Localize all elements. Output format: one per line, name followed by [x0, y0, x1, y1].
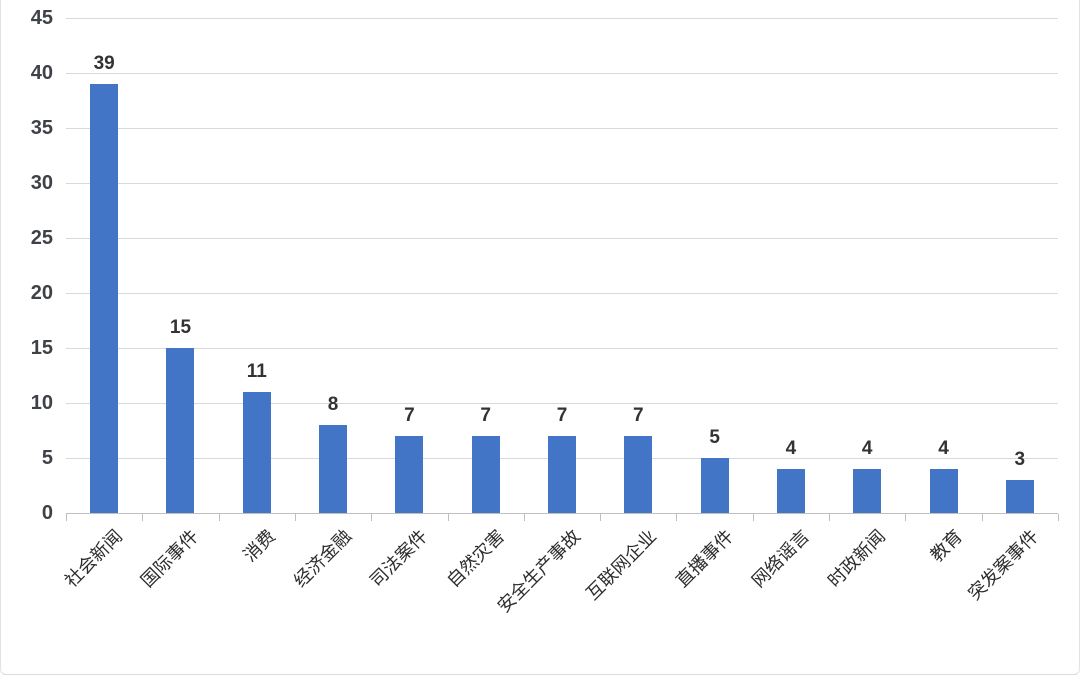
- x-axis-tick: [142, 514, 144, 521]
- bar: [1005, 480, 1034, 513]
- x-axis-tick: [829, 514, 831, 521]
- bar: [166, 348, 195, 513]
- x-axis-category-label: 司法案件: [366, 526, 432, 592]
- x-axis-category-label: 突发案事件: [964, 526, 1043, 604]
- x-axis-category-label: 社会新闻: [61, 526, 127, 592]
- bar: [853, 469, 882, 513]
- bar: [90, 84, 119, 513]
- bar: [548, 436, 576, 513]
- bar-value-label: 11: [246, 361, 267, 382]
- gridline: [66, 182, 1058, 184]
- gridline: [66, 17, 1058, 19]
- y-axis-tick-label: 10: [30, 392, 53, 414]
- bar: [395, 436, 424, 513]
- bar-value-label: 4: [861, 438, 873, 459]
- gridline: [66, 127, 1058, 129]
- x-axis-tick: [752, 514, 754, 521]
- bar-value-label: 39: [93, 53, 115, 74]
- x-axis-tick: [676, 514, 678, 521]
- bar: [624, 436, 653, 513]
- y-axis-tick-label: 30: [30, 172, 53, 194]
- x-axis-line: [66, 513, 1058, 514]
- x-axis-tick: [523, 514, 525, 521]
- x-axis-category-label: 国际事件: [137, 526, 203, 592]
- bar-value-label: 7: [633, 405, 644, 426]
- bar: [319, 425, 348, 513]
- y-axis-tick-label: 5: [41, 447, 53, 469]
- y-axis-tick-label: 40: [30, 62, 53, 84]
- gridline: [66, 237, 1058, 239]
- x-axis-category-label: 时政新闻: [824, 526, 890, 592]
- x-axis-tick: [218, 514, 220, 521]
- gridline: [66, 402, 1058, 404]
- x-axis-category-label: 直播事件: [671, 526, 737, 592]
- x-axis-tick: [981, 514, 983, 521]
- gridline: [66, 72, 1058, 74]
- x-axis-tick: [447, 514, 449, 521]
- bar: [700, 458, 729, 513]
- x-axis-tick: [1058, 514, 1059, 521]
- bar: [471, 436, 500, 513]
- bar-value-label: 4: [938, 438, 949, 459]
- x-axis-category-label: 网络谣言: [748, 526, 814, 592]
- x-axis-tick: [600, 514, 602, 521]
- x-axis-category-label: 消费: [239, 526, 279, 566]
- y-axis-tick-label: 20: [30, 282, 53, 304]
- x-axis-category-label: 经济金融: [290, 526, 356, 592]
- x-axis-category-label: 互联网企业: [582, 526, 661, 604]
- bar-value-label: 7: [556, 405, 568, 426]
- y-axis-tick-label: 0: [41, 502, 53, 524]
- x-axis-category-label: 自然灾害: [442, 526, 508, 592]
- bar: [776, 469, 805, 513]
- bar-value-label: 5: [709, 427, 720, 448]
- y-axis-tick-label: 45: [30, 7, 53, 29]
- bar-value-label: 7: [480, 405, 491, 426]
- gridline: [66, 292, 1058, 294]
- gridline: [66, 347, 1058, 349]
- y-axis-tick-label: 35: [30, 117, 53, 139]
- y-axis-tick-label: 25: [30, 227, 53, 249]
- x-axis-tick: [371, 514, 373, 521]
- y-axis-tick-label: 15: [30, 337, 53, 359]
- bar: [929, 469, 958, 513]
- bar-value-label: 8: [327, 394, 339, 415]
- bar-value-label: 3: [1014, 449, 1026, 470]
- bar-value-label: 7: [404, 405, 415, 426]
- bar-value-label: 4: [785, 438, 797, 459]
- bar-value-label: 15: [169, 317, 192, 338]
- x-axis-tick: [905, 514, 907, 521]
- x-axis-tick: [66, 514, 67, 521]
- bar: [242, 392, 271, 513]
- x-axis-category-label: 教育: [926, 526, 966, 566]
- x-axis-tick: [294, 514, 296, 521]
